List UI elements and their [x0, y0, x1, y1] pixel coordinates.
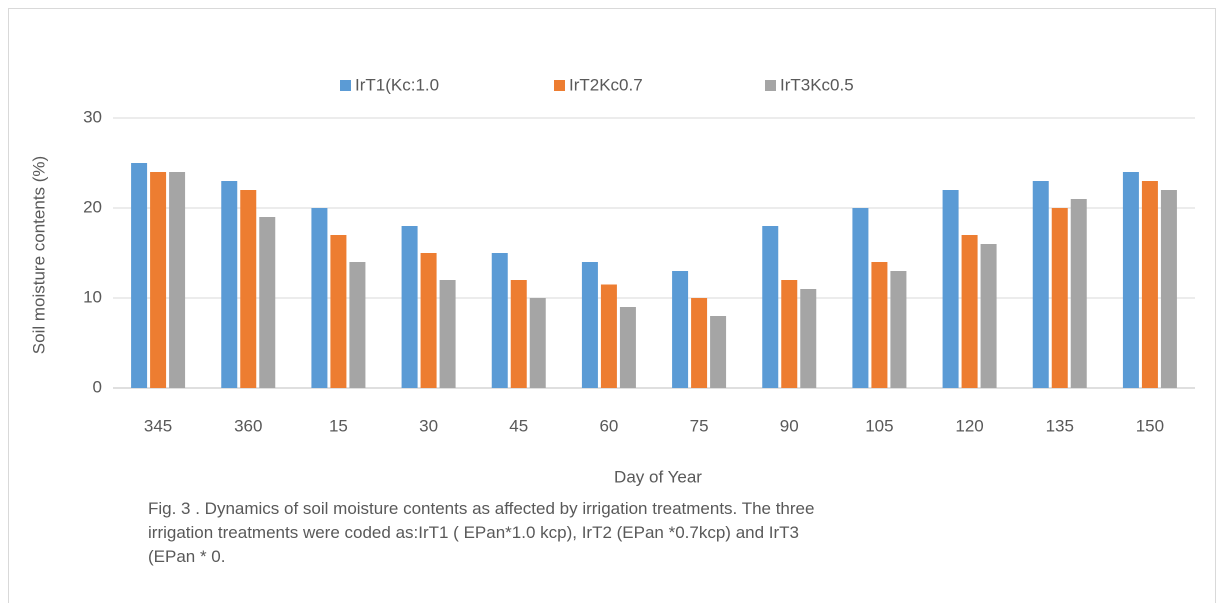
bar: [311, 208, 328, 388]
bar: [852, 208, 869, 388]
bar: [1032, 181, 1049, 388]
bar: [619, 307, 636, 388]
bar: [150, 172, 167, 388]
bar: [1070, 199, 1087, 388]
x-tick-label: 360: [234, 416, 262, 435]
bar: [672, 271, 689, 388]
bar: [600, 284, 617, 388]
legend-swatch: [765, 80, 776, 91]
bar: [980, 244, 997, 388]
x-tick-label: 150: [1136, 416, 1164, 435]
y-tick-label: 10: [83, 287, 102, 306]
bar: [240, 190, 257, 388]
bar: [890, 271, 907, 388]
bar: [581, 262, 598, 388]
x-tick-label: 105: [865, 416, 893, 435]
x-tick-label: 45: [509, 416, 528, 435]
chart-border: [8, 8, 1216, 603]
y-tick-label: 0: [93, 377, 102, 396]
x-tick-label: 30: [419, 416, 438, 435]
x-tick-label: 120: [955, 416, 983, 435]
bar: [800, 289, 817, 388]
x-tick-label: 90: [780, 416, 799, 435]
bar: [710, 316, 727, 388]
x-tick-label: 75: [690, 416, 709, 435]
x-axis-title: Day of Year: [614, 467, 702, 486]
bar: [510, 280, 527, 388]
bar: [942, 190, 959, 388]
bar: [169, 172, 186, 388]
bar: [871, 262, 888, 388]
x-tick-label: 135: [1046, 416, 1074, 435]
x-tick-label: 60: [599, 416, 618, 435]
bar: [259, 217, 276, 388]
caption: Fig. 3 . Dynamics of soil moisture conte…: [148, 499, 815, 566]
bar: [349, 262, 366, 388]
legend-label: IrT3Kc0.5: [780, 75, 854, 94]
y-tick-label: 30: [83, 107, 102, 126]
bar: [781, 280, 798, 388]
y-axis-title: Soil moisture contents (%): [29, 156, 48, 354]
bar: [961, 235, 978, 388]
bar: [131, 163, 148, 388]
legend-swatch: [340, 80, 351, 91]
bar: [420, 253, 437, 388]
legend-swatch: [554, 80, 565, 91]
bar: [762, 226, 779, 388]
bar: [529, 298, 546, 388]
bar: [330, 235, 347, 388]
bar: [1051, 208, 1068, 388]
legend-label: IrT1(Kc:1.0: [355, 75, 439, 94]
x-tick-label: 345: [144, 416, 172, 435]
bar: [491, 253, 508, 388]
bar: [1160, 190, 1177, 388]
bar: [691, 298, 708, 388]
x-tick-label: 15: [329, 416, 348, 435]
bar: [439, 280, 456, 388]
bar: [1122, 172, 1139, 388]
y-tick-label: 20: [83, 197, 102, 216]
legend-label: IrT2Kc0.7: [569, 75, 643, 94]
bar: [221, 181, 238, 388]
bar: [1141, 181, 1158, 388]
bar: [401, 226, 418, 388]
